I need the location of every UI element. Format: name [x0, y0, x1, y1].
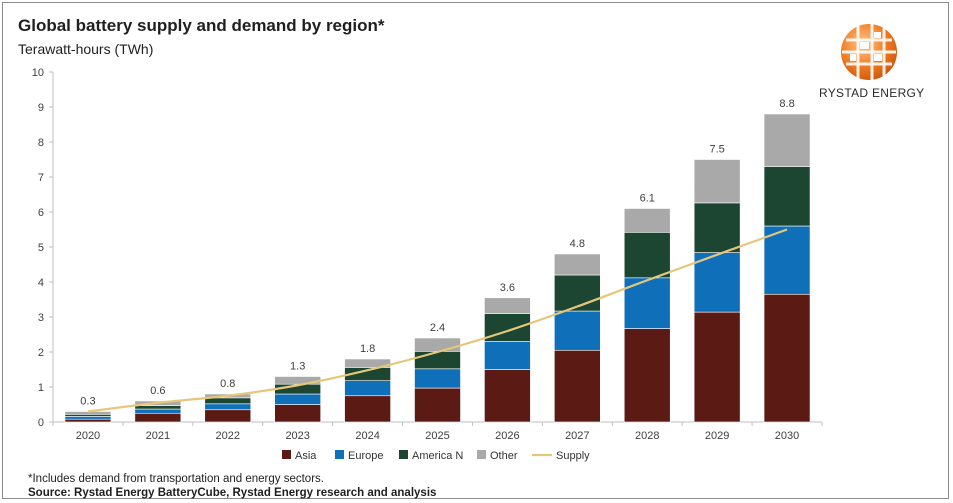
bar-other	[344, 358, 391, 368]
bar-asia	[763, 293, 811, 423]
bar-europe	[204, 403, 252, 411]
bar-america-n	[64, 413, 112, 417]
bar-asia	[204, 409, 252, 423]
bar-asia	[693, 311, 741, 423]
y-tick-label: 1	[38, 382, 44, 394]
bar-total-label: 7.5	[709, 144, 724, 156]
x-tick-label: 2023	[285, 430, 309, 442]
y-tick-label: 4	[38, 277, 44, 289]
y-tick-label: 3	[38, 312, 44, 324]
y-tick-label: 10	[32, 67, 44, 79]
x-tick-label: 2029	[705, 430, 729, 442]
bar-europe	[344, 380, 391, 397]
legend-label-europe: Europe	[348, 450, 383, 462]
bar-other	[623, 208, 671, 233]
bar-asia	[64, 418, 112, 423]
source-note: Source: Rystad Energy BatteryCube, Rysta…	[28, 487, 437, 499]
bar-europe	[64, 416, 112, 420]
bar-other	[763, 113, 811, 167]
bar-total-label: 4.8	[570, 238, 585, 250]
bar-total-label: 6.1	[640, 193, 655, 205]
x-tick-label: 2026	[495, 430, 519, 442]
chart-title: Global battery supply and demand by regi…	[18, 16, 385, 35]
bar-other	[693, 159, 741, 204]
bar-total-label: 1.3	[290, 361, 305, 373]
bar-america-n	[414, 350, 461, 370]
bar-other	[414, 337, 461, 352]
chart-subtitle: Terawatt-hours (TWh)	[18, 41, 154, 57]
x-tick-label: 2020	[76, 430, 100, 442]
logo-wordmark: RYSTAD ENERGY	[819, 86, 925, 100]
bar-total-label: 3.6	[500, 282, 515, 294]
bar-europe	[554, 310, 601, 351]
bar-asia	[484, 369, 531, 423]
y-tick-label: 8	[38, 137, 44, 149]
bar-america-n	[554, 274, 601, 312]
legend-swatch-asia	[282, 450, 291, 459]
bar-europe	[763, 225, 811, 295]
bar-total-label: 0.8	[220, 378, 235, 390]
bar-america-n	[693, 202, 741, 253]
legend-swatch-other	[477, 450, 486, 459]
bar-europe	[134, 408, 182, 414]
bar-asia	[623, 328, 671, 423]
bar-total-label: 0.6	[150, 385, 165, 397]
bar-america-n	[763, 166, 811, 227]
x-tick-label: 2021	[146, 430, 170, 442]
bar-other	[554, 253, 601, 276]
x-tick-label: 2027	[565, 430, 589, 442]
bar-asia	[134, 412, 182, 423]
legend-label-asia: Asia	[295, 450, 317, 462]
bar-other	[64, 411, 112, 415]
x-tick-label: 2022	[216, 430, 240, 442]
footnote: *Includes demand from transportation and…	[28, 473, 324, 485]
legend-swatch-europe	[335, 450, 344, 459]
y-tick-label: 2	[38, 347, 44, 359]
bar-total-label: 2.4	[430, 322, 445, 334]
y-tick-label: 7	[38, 172, 44, 184]
bar-europe	[274, 393, 321, 405]
bar-europe	[693, 252, 741, 313]
bar-total-label: 1.8	[360, 343, 375, 355]
y-tick-label: 0	[38, 417, 44, 429]
legend-label-other: Other	[490, 450, 518, 462]
bar-america-n	[623, 232, 671, 279]
y-tick-label: 9	[38, 102, 44, 114]
bar-asia	[344, 395, 391, 423]
y-tick-label: 5	[38, 242, 44, 254]
x-tick-label: 2028	[635, 430, 659, 442]
bar-america-n	[204, 397, 252, 405]
rystad-logo-icon	[841, 24, 897, 80]
y-tick-label: 6	[38, 207, 44, 219]
bar-america-n	[484, 313, 531, 342]
bar-asia	[414, 387, 461, 423]
legend-swatch-america-n	[399, 450, 408, 459]
legend-label-supply: Supply	[556, 450, 590, 462]
bar-asia	[274, 404, 321, 423]
bar-america-n	[134, 405, 182, 410]
x-tick-label: 2025	[425, 430, 449, 442]
bar-asia	[554, 349, 601, 423]
bar-total-label: 0.3	[80, 396, 95, 408]
x-tick-label: 2024	[355, 430, 379, 442]
bar-total-label: 8.8	[779, 98, 794, 110]
bar-europe	[484, 341, 531, 370]
bar-europe	[414, 368, 461, 389]
bar-other	[484, 297, 531, 314]
legend-label-america-n: America N	[412, 450, 463, 462]
x-tick-label: 2030	[775, 430, 799, 442]
